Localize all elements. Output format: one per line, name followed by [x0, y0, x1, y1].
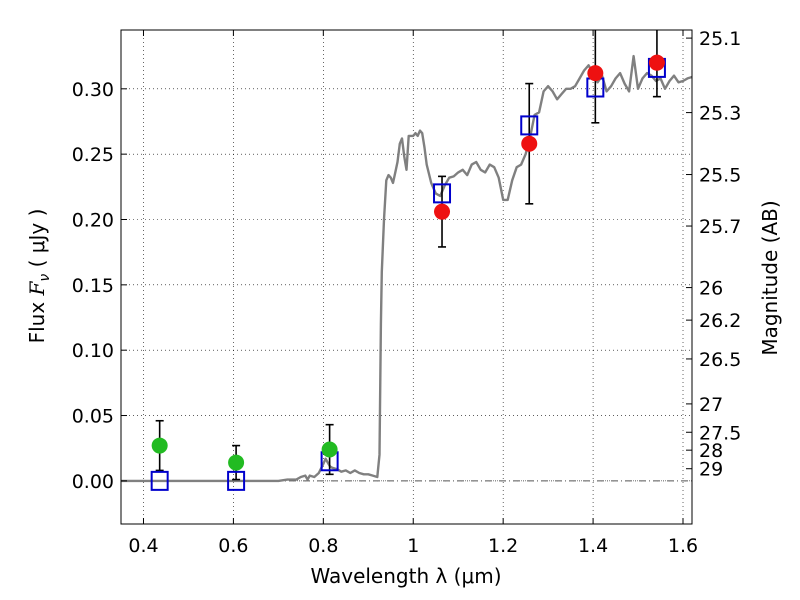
x-tick-label: 1.2 [488, 535, 518, 557]
non-detection-point [228, 454, 245, 471]
x-tick-label: 1.4 [578, 535, 608, 557]
y-tick-label: 0.05 [72, 406, 114, 428]
magnitude-tick-label: 25.1 [699, 28, 741, 50]
axis-ticks [121, 30, 692, 524]
y-tick-label: 0.15 [72, 275, 114, 297]
y-axis-label-unit: ( μJy ) [25, 209, 49, 274]
y-tick-labels: 0.00 0.05 0.10 0.15 0.20 0.25 0.30 [72, 79, 114, 493]
detection-point [434, 203, 451, 220]
model-photometry-square [227, 470, 246, 491]
non-detection-point [151, 437, 168, 454]
magnitude-tick-label: 27 [699, 394, 723, 416]
magnitude-tick-label: 25.3 [699, 103, 741, 125]
magnitude-tick-label: 27.5 [699, 422, 741, 444]
y-tick-label: 0.10 [72, 340, 114, 362]
y-axis-label: Flux Fν ( μJy ) [25, 209, 53, 344]
magnitude-tick-label: 25.5 [699, 165, 741, 187]
detection-point [587, 65, 604, 82]
model-spectrum-layer [121, 54, 693, 483]
y-tick-label: 0.00 [72, 471, 114, 493]
y-axis-label-prefix: Flux [25, 295, 49, 343]
x-tick-label: 1.6 [668, 535, 698, 557]
observed-photometry-layer [151, 54, 665, 471]
magnitude-axis-label: Magnitude (AB) [758, 200, 782, 355]
y-tick-label: 0.25 [72, 144, 114, 166]
magnitude-tick-label: 26.5 [699, 349, 741, 371]
magnitude-tick-label: 26 [699, 278, 723, 300]
x-tick-label: 0.4 [128, 535, 158, 557]
model-spectrum-line [121, 54, 693, 483]
magnitude-tick-label: 29 [699, 459, 723, 481]
detection-point [648, 54, 665, 71]
magnitude-tick-label: 25.7 [699, 216, 741, 238]
magnitude-tick-label: 26.2 [699, 310, 741, 332]
detection-point [521, 135, 538, 152]
x-tick-labels: 0.4 0.6 0.8 1 1.2 1.4 1.6 [128, 535, 698, 557]
model-photometry-square [433, 183, 452, 204]
y-axis-label-subscript: ν [37, 274, 53, 282]
non-detection-point [321, 441, 338, 458]
plot-frame [120, 29, 693, 525]
y-tick-label: 0.20 [72, 209, 114, 231]
model-photometry-layer [150, 57, 666, 491]
x-tick-label: 1 [407, 535, 419, 557]
y-axis-label-symbol: F [25, 280, 49, 296]
model-photometry-square [520, 115, 539, 136]
y-tick-label: 0.30 [72, 79, 114, 101]
x-axis-label: Wavelength λ (μm) [310, 564, 501, 588]
x-tick-label: 0.6 [218, 535, 248, 557]
magnitude-tick-label: 28 [699, 440, 723, 462]
x-tick-label: 0.8 [308, 535, 338, 557]
model-photometry-square [150, 470, 169, 491]
